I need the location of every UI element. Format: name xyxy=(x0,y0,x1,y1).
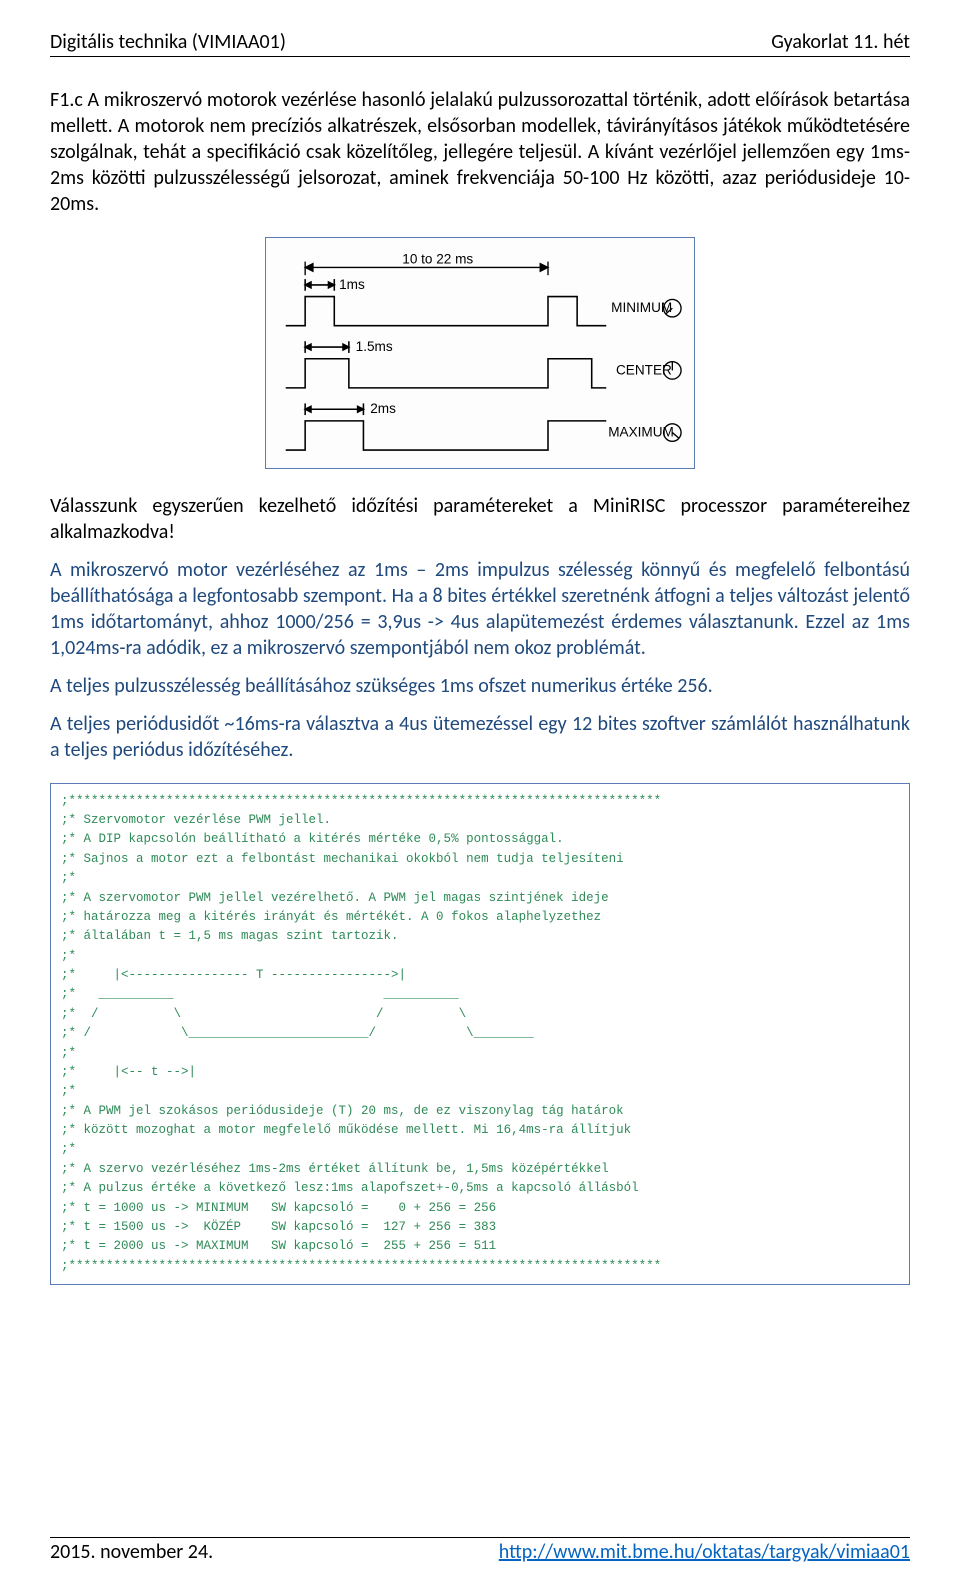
pulse3-label: 2ms xyxy=(370,401,396,416)
header-left: Digitális technika (VIMIAA01) xyxy=(50,30,286,54)
header-right: Gyakorlat 11. hét xyxy=(771,30,910,54)
code-pre: ;***************************************… xyxy=(61,792,899,1276)
timing-diagram: 10 to 22 ms 1ms MINIMUM xyxy=(265,237,695,469)
paragraph-2: Válasszunk egyszerűen kezelhető időzítés… xyxy=(50,493,910,545)
paragraph-5: A teljes periódusidőt ~16ms-ra választva… xyxy=(50,711,910,763)
paragraph-intro: F1.c A mikroszervó motorok vezérlése has… xyxy=(50,87,910,217)
page-header: Digitális technika (VIMIAA01) Gyakorlat … xyxy=(50,30,910,57)
code-listing: ;***************************************… xyxy=(50,783,910,1285)
period-label: 10 to 22 ms xyxy=(402,252,473,267)
footer-date: 2015. november 24. xyxy=(50,1540,213,1564)
page-footer: 2015. november 24. http://www.mit.bme.hu… xyxy=(50,1537,910,1564)
pulse2-label: 1.5ms xyxy=(356,339,393,354)
paragraph-3: A mikroszervó motor vezérléséhez az 1ms … xyxy=(50,557,910,661)
body-content: F1.c A mikroszervó motorok vezérlése has… xyxy=(50,87,910,1477)
footer-link[interactable]: http://www.mit.bme.hu/oktatas/targyak/vi… xyxy=(499,1540,910,1564)
paragraph-4: A teljes pulzusszélesség beállításához s… xyxy=(50,673,910,699)
timing-svg: 10 to 22 ms 1ms MINIMUM xyxy=(276,248,684,462)
pulse1-label: 1ms xyxy=(339,277,365,292)
